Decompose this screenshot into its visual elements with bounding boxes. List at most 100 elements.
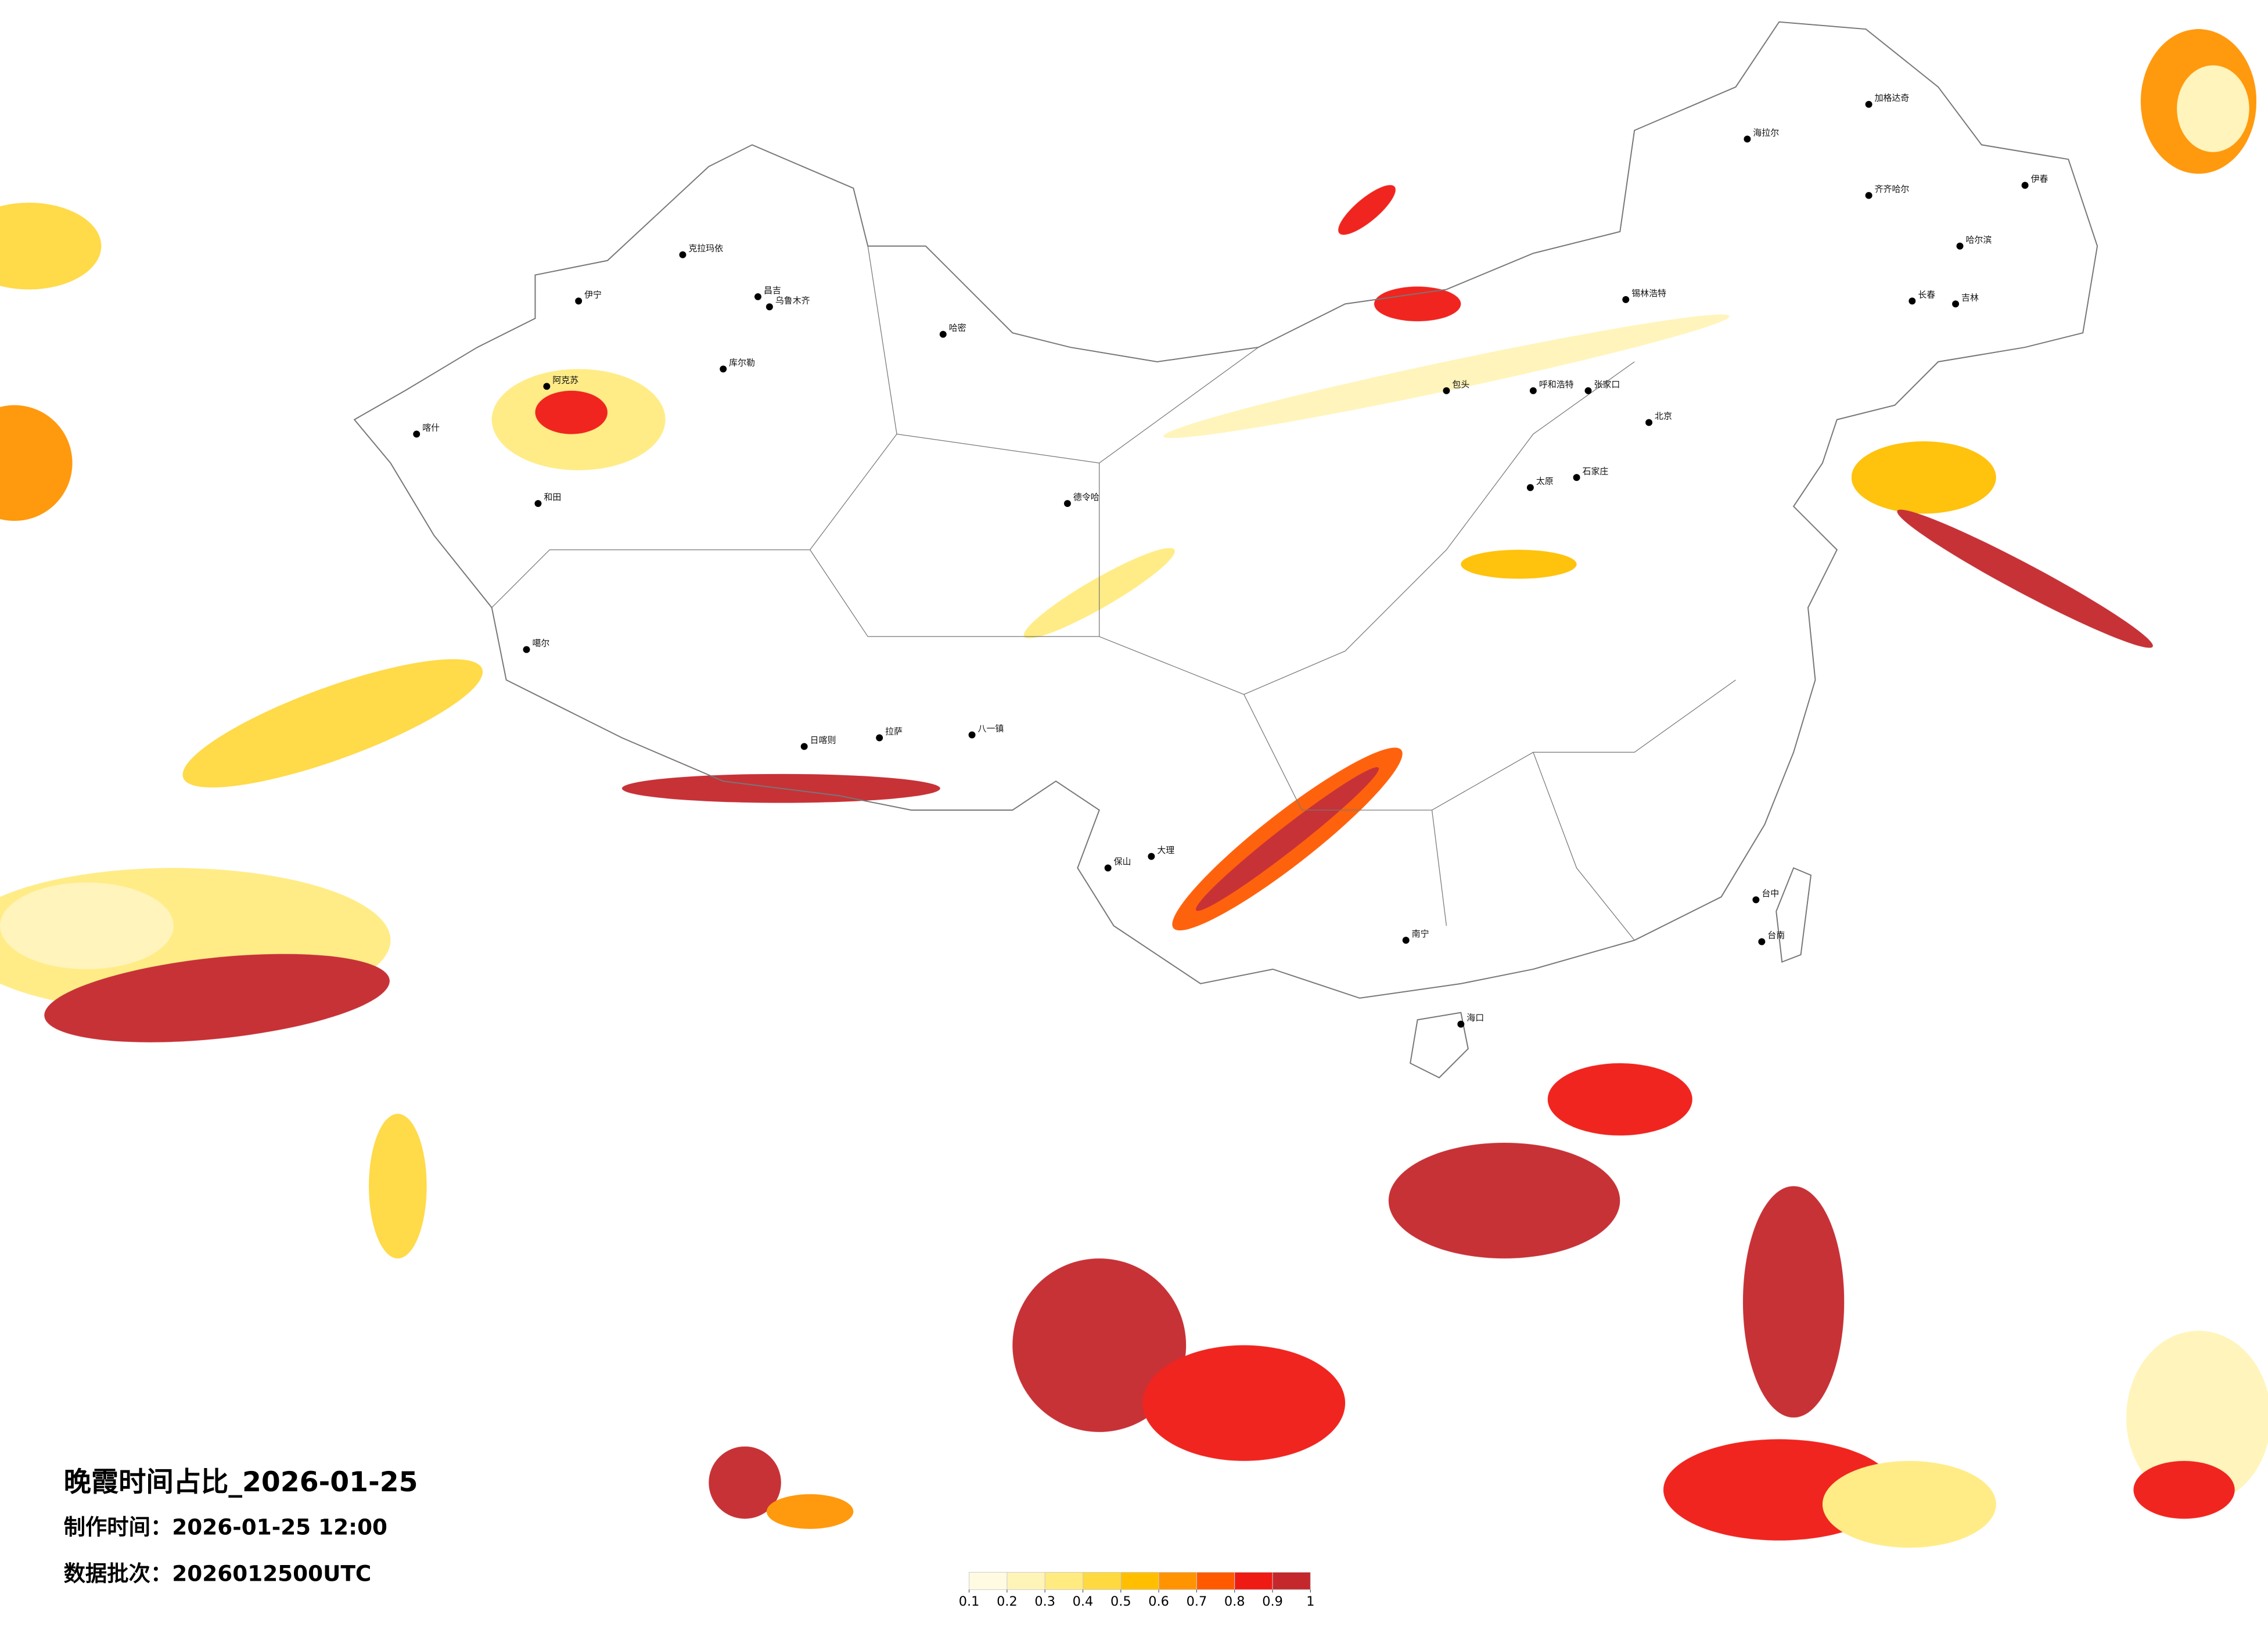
city-dot [1622,296,1630,303]
field-layer [0,29,2268,1548]
city-label: 呼和浩特 [1539,379,1574,390]
city-dot [1865,100,1872,108]
hainan [1410,1012,1469,1078]
legend-swatch [1272,1571,1311,1590]
province-lines [491,246,1736,941]
city-dot [1526,484,1534,491]
city-label: 喀什 [422,423,440,433]
china-outline [353,21,2098,999]
taiwan [1775,867,1812,963]
legend-swatch [1158,1571,1197,1590]
city-dot [575,297,583,305]
city-label: 太原 [1536,476,1554,487]
city-dot [1063,500,1071,508]
city-label: 德令哈 [1073,492,1099,502]
legend-tick-label: 0.3 [1034,1594,1055,1609]
city-dot [968,731,976,739]
city-dot [534,500,542,508]
legend-swatch [1196,1571,1235,1590]
legend-swatch [969,1571,1008,1590]
city-label: 哈尔滨 [1965,235,1992,245]
city-dot [1148,852,1155,860]
city-dot [1457,1020,1465,1028]
city-label: 乌鲁木齐 [775,295,810,305]
city-label: 包头 [1452,379,1469,390]
legend-tick-label: 0.5 [1110,1594,1131,1609]
city-dot [720,365,727,373]
title-block: 晚霞时间占比_2026-01-25 制作时间：2026-01-25 12:00 … [64,1466,418,1586]
city-dot [1744,135,1751,143]
city-dot [1645,419,1653,426]
city-dot [1952,300,1960,308]
legend-tick-label: 0.2 [997,1594,1018,1609]
city-dot [1529,387,1537,394]
city-label: 加格达奇 [1875,93,1910,103]
legend-swatch [1083,1571,1122,1590]
legend-tick-label: 0.8 [1224,1594,1245,1609]
city-label: 海拉尔 [1753,127,1779,138]
city-label: 台南 [1767,930,1785,941]
city-dot [754,293,761,300]
city-label: 台中 [1762,888,1779,898]
city-label: 哈密 [949,323,966,333]
city-dot [2021,182,2029,189]
city-label: 大理 [1157,845,1174,855]
city-dot [1443,387,1450,394]
city-label: 和田 [544,492,561,502]
city-label: 南宁 [1412,929,1429,939]
city-dot [1758,938,1766,945]
data-batch: 数据批次：2026012500UTC [64,1560,372,1586]
legend-swatch [1044,1571,1084,1590]
legend-swatch [1120,1571,1159,1590]
legend-tick-label: 0.4 [1073,1594,1094,1609]
city-dot [1402,937,1410,944]
legend: 0.1 0.2 0.3 0.4 0.5 0.6 0.7 0.8 0.9 1 [959,1571,1314,1609]
legend-tick-label: 0.9 [1262,1594,1283,1609]
city-dot [1584,387,1592,394]
city-label: 日喀则 [810,735,836,745]
city-dot [765,303,773,311]
city-label: 昌吉 [764,285,781,296]
city-dot [679,251,686,258]
city-dot [1908,297,1916,305]
city-label: 长春 [1918,289,1935,300]
city-dot [413,430,420,438]
legend-swatch [1007,1571,1045,1590]
city-label: 北京 [1655,411,1672,422]
city-dot [800,743,808,750]
legend-tick-label: 1 [1306,1594,1314,1609]
city-dot [1956,242,1964,250]
city-label: 阿克苏 [552,375,578,385]
legend-swatch [1234,1571,1273,1590]
city-dot [543,383,551,390]
city-label: 锡林浩特 [1631,288,1666,298]
city-label: 海口 [1467,1013,1484,1023]
made-time: 制作时间：2026-01-25 12:00 [64,1515,387,1540]
city-label: 库尔勒 [729,357,755,368]
city-label: 伊宁 [584,289,602,300]
city-dot [1865,192,1872,199]
city-label: 齐齐哈尔 [1875,184,1910,195]
city-label: 张家口 [1594,379,1620,390]
city-dot [939,330,947,338]
city-label: 噶尔 [532,638,549,649]
city-dot [1752,896,1760,904]
city-dot [1104,864,1112,872]
city-label: 八一镇 [978,724,1004,734]
city-label: 保山 [1114,857,1131,867]
map-title: 晚霞时间占比_2026-01-25 [64,1466,418,1498]
city-dot [523,646,530,653]
legend-tick-label: 0.1 [959,1594,980,1609]
city-dot [876,734,883,742]
borders [353,21,2098,1078]
legend-tick-label: 0.6 [1148,1594,1169,1609]
city-label: 拉萨 [885,726,903,737]
city-label: 伊春 [2031,174,2048,184]
city-label: 吉林 [1961,292,1979,303]
city-label: 克拉玛依 [688,243,723,254]
legend-tick-label: 0.7 [1187,1594,1207,1609]
city-dot [1573,474,1580,481]
